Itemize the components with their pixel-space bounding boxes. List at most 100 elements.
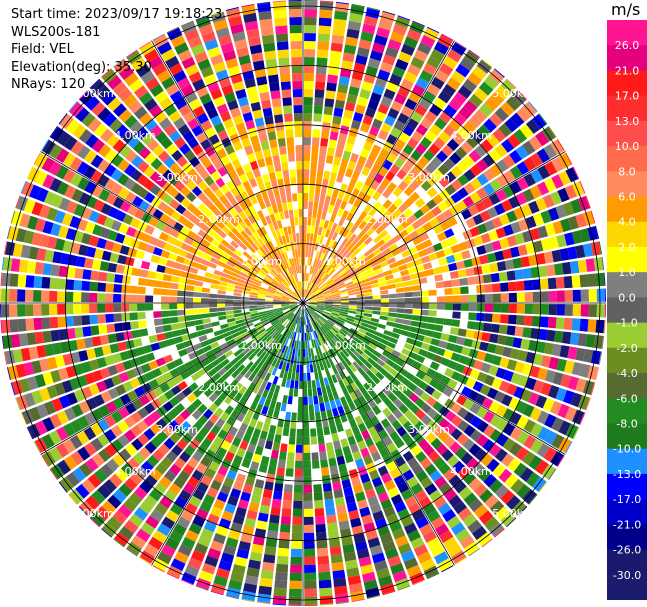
velocity-gate bbox=[415, 451, 427, 463]
velocity-gate bbox=[105, 293, 114, 303]
velocity-gate bbox=[415, 516, 429, 529]
velocity-gate bbox=[33, 304, 42, 316]
velocity-gate bbox=[465, 377, 477, 389]
velocity-gate bbox=[297, 404, 303, 413]
velocity-gate bbox=[419, 523, 433, 536]
velocity-gate bbox=[300, 249, 303, 258]
velocity-gate bbox=[338, 361, 346, 371]
velocity-gate bbox=[323, 311, 331, 316]
velocity-gate bbox=[304, 17, 317, 26]
velocity-gate bbox=[333, 18, 347, 29]
velocity-gate bbox=[587, 319, 597, 333]
velocity-gate bbox=[569, 260, 580, 274]
velocity-gate bbox=[332, 115, 342, 125]
ppi-plot: 1.00km1.00km1.00km1.00km2.00km2.00km2.00… bbox=[0, 0, 606, 606]
velocity-gate bbox=[448, 98, 462, 112]
velocity-gate bbox=[267, 465, 277, 475]
velocity-gate bbox=[400, 550, 415, 563]
velocity-gate bbox=[392, 234, 402, 243]
velocity-gate bbox=[374, 111, 386, 122]
velocity-gate bbox=[401, 105, 414, 118]
velocity-gate bbox=[354, 388, 363, 398]
velocity-gate bbox=[299, 225, 303, 234]
velocity-gate bbox=[397, 112, 410, 125]
velocity-gate bbox=[341, 386, 349, 396]
velocity-gate bbox=[446, 455, 460, 468]
velocity-gate bbox=[548, 290, 557, 302]
velocity-gate bbox=[418, 348, 428, 357]
velocity-gate bbox=[113, 303, 122, 313]
velocity-gate bbox=[529, 365, 541, 378]
velocity-gate bbox=[278, 57, 290, 67]
velocity-gate bbox=[309, 274, 314, 283]
velocity-gate bbox=[438, 340, 448, 349]
velocity-gate bbox=[386, 341, 396, 349]
velocity-gate bbox=[356, 548, 370, 559]
velocity-gate bbox=[57, 291, 66, 302]
velocity-gate bbox=[463, 258, 473, 268]
colorbar-tick-label: -21.0 bbox=[613, 518, 641, 531]
velocity-gate bbox=[10, 334, 21, 348]
velocity-gate bbox=[316, 300, 325, 303]
velocity-gate bbox=[307, 209, 313, 218]
velocity-gate bbox=[513, 129, 528, 144]
velocity-gate bbox=[358, 211, 368, 221]
velocity-gate bbox=[337, 343, 345, 351]
velocity-gate bbox=[422, 503, 437, 516]
velocity-gate bbox=[370, 244, 379, 253]
velocity-gate bbox=[322, 418, 329, 428]
velocity-gate bbox=[33, 317, 43, 331]
velocity-gate bbox=[303, 137, 311, 146]
velocity-gate bbox=[10, 258, 21, 272]
velocity-gate bbox=[57, 278, 67, 290]
velocity-gate bbox=[332, 299, 341, 302]
velocity-gate bbox=[186, 279, 196, 286]
velocity-gate bbox=[185, 315, 195, 321]
velocity-gate bbox=[395, 287, 405, 293]
velocity-gate bbox=[307, 282, 311, 290]
velocity-gate bbox=[476, 159, 489, 172]
velocity-gate bbox=[548, 304, 557, 316]
velocity-gate bbox=[153, 318, 163, 326]
velocity-gate bbox=[363, 288, 373, 293]
velocity-gate bbox=[348, 418, 357, 428]
velocity-gate bbox=[319, 252, 325, 261]
velocity-gate bbox=[433, 97, 447, 110]
velocity-gate bbox=[275, 426, 283, 436]
velocity-gate bbox=[341, 117, 352, 127]
velocity-gate bbox=[375, 155, 386, 166]
velocity-gate bbox=[509, 149, 523, 164]
velocity-gate bbox=[310, 225, 315, 234]
velocity-gate bbox=[494, 68, 505, 78]
velocity-gate bbox=[259, 18, 273, 29]
velocity-gate bbox=[317, 280, 325, 288]
velocity-gate bbox=[370, 180, 380, 191]
velocity-gate bbox=[441, 33, 454, 41]
velocity-gate bbox=[373, 235, 382, 244]
velocity-gate bbox=[411, 463, 424, 476]
velocity-gate bbox=[442, 509, 457, 523]
velocity-gate bbox=[340, 68, 352, 78]
velocity-gate bbox=[498, 213, 510, 226]
velocity-gate bbox=[457, 507, 472, 521]
velocity-gate bbox=[218, 315, 227, 321]
velocity-gate bbox=[404, 522, 418, 535]
velocity-gate bbox=[514, 326, 524, 337]
velocity-gate bbox=[519, 124, 534, 139]
velocity-gate bbox=[285, 468, 294, 477]
velocity-gate bbox=[398, 51, 412, 64]
velocity-gate bbox=[169, 310, 178, 317]
velocity-gate bbox=[316, 260, 322, 269]
velocity-gate bbox=[336, 423, 344, 433]
velocity-gate bbox=[277, 203, 284, 213]
velocity-gate bbox=[358, 355, 367, 364]
velocity-gate bbox=[390, 31, 405, 43]
velocity-gate bbox=[273, 304, 282, 306]
velocity-gate bbox=[225, 310, 234, 315]
velocity-gate bbox=[267, 131, 277, 141]
velocity-gate bbox=[334, 415, 342, 425]
velocity-gate bbox=[380, 498, 393, 510]
velocity-gate bbox=[418, 97, 432, 110]
velocity-gate bbox=[316, 305, 325, 308]
velocity-gate bbox=[398, 244, 408, 253]
